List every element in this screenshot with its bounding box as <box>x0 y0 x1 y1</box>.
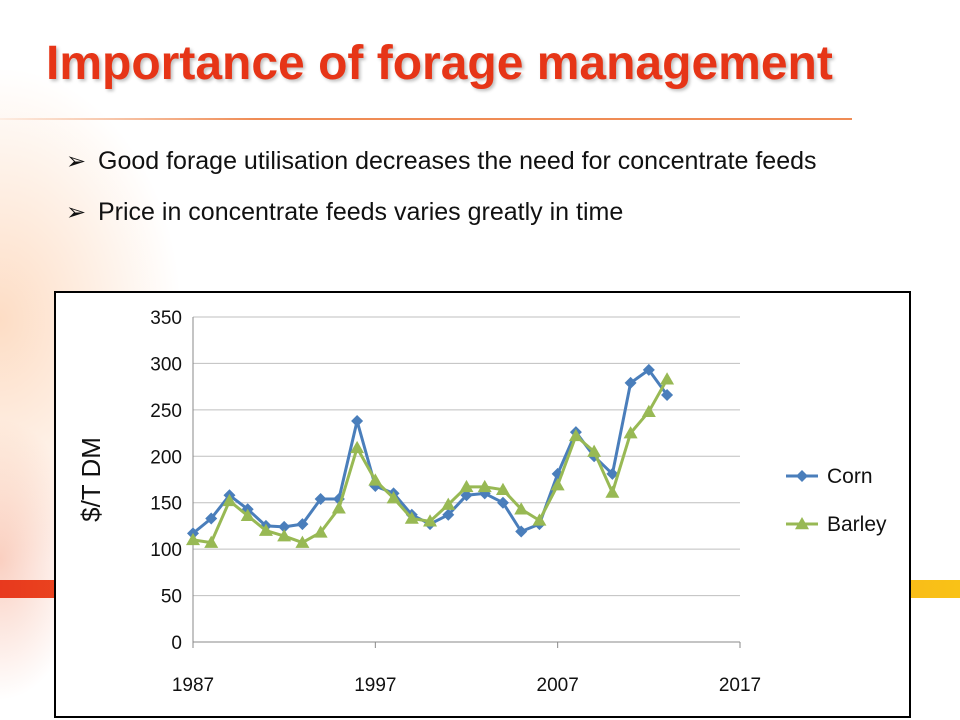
barley-point <box>660 372 675 385</box>
barley-point <box>623 426 638 439</box>
barley-point <box>423 514 438 527</box>
bullet-item: ➢ Price in concentrate feeds varies grea… <box>66 195 846 230</box>
barley-point <box>313 525 328 538</box>
bullet-item: ➢ Good forage utilisation decreases the … <box>66 144 846 179</box>
barley-point <box>404 511 419 524</box>
corn-point <box>351 415 364 427</box>
corn-point <box>515 525 528 538</box>
y-tick-label: 150 <box>150 494 182 515</box>
barley-point <box>532 513 547 526</box>
title-underline <box>0 118 852 120</box>
barley-point <box>495 482 510 495</box>
y-tick-label: 250 <box>150 401 182 422</box>
barley-point <box>441 497 456 510</box>
x-tick-label: 1997 <box>354 675 396 696</box>
y-tick-label: 200 <box>150 447 182 468</box>
barley-point <box>568 428 583 442</box>
legend-barley-label: Barley <box>827 513 887 536</box>
x-tick-label: 2017 <box>719 675 761 696</box>
barley-point <box>641 404 656 417</box>
corn-point <box>460 489 473 502</box>
barley-point <box>186 532 200 546</box>
barley-point <box>459 479 474 493</box>
barley-point <box>550 478 565 491</box>
bullet-list: ➢ Good forage utilisation decreases the … <box>66 144 846 246</box>
corn-point <box>606 467 619 480</box>
barley-point <box>295 535 310 548</box>
x-tick-label: 1987 <box>172 675 214 696</box>
slide-title: Importance of forage management <box>46 37 833 90</box>
barley-point <box>386 491 401 504</box>
bullet-text: Price in concentrate feeds varies greatl… <box>98 198 624 226</box>
corn-point <box>278 520 291 533</box>
barley-point <box>605 485 620 498</box>
arrow-bullet-icon: ➢ <box>66 199 87 226</box>
legend-corn-marker <box>796 470 808 482</box>
barley-point <box>368 473 383 486</box>
y-tick-label: 0 <box>171 633 182 654</box>
corn-point <box>442 508 455 521</box>
corn-point <box>205 512 218 525</box>
barley-point <box>514 502 529 515</box>
price-line-chart: 0 50 100 150 200 250 300 350 1987 1997 2007 2017 $/T… <box>76 308 887 696</box>
corn-point <box>661 389 674 401</box>
x-tick-label: 2007 <box>537 675 579 696</box>
y-tick-label: 100 <box>150 540 182 561</box>
barley-point <box>277 529 292 542</box>
barley-point <box>350 440 365 454</box>
barley-point <box>240 508 255 521</box>
bullet-text: Good forage utilisation decreases the ne… <box>98 147 817 175</box>
y-tick-label: 350 <box>150 308 182 329</box>
legend-corn-label: Corn <box>827 465 873 488</box>
corn-point <box>642 363 655 376</box>
y-tick-label: 300 <box>150 354 182 375</box>
corn-point <box>314 493 327 505</box>
corn-point <box>296 518 309 531</box>
arrow-bullet-icon: ➢ <box>66 148 87 175</box>
barley-point <box>331 501 346 514</box>
y-axis-title: $/T DM <box>76 437 106 522</box>
barley-point <box>204 535 219 548</box>
barley-point <box>477 479 492 493</box>
legend-barley-marker <box>795 517 809 530</box>
chart-frame: 0 50 100 150 200 250 300 350 1987 1997 2007 2017 $/T… <box>54 291 911 718</box>
barley-point <box>258 523 273 536</box>
corn-point <box>624 376 637 389</box>
corn-point <box>496 496 509 509</box>
barley-point <box>222 493 237 507</box>
y-tick-label: 50 <box>161 587 182 608</box>
barley-point <box>587 444 602 457</box>
